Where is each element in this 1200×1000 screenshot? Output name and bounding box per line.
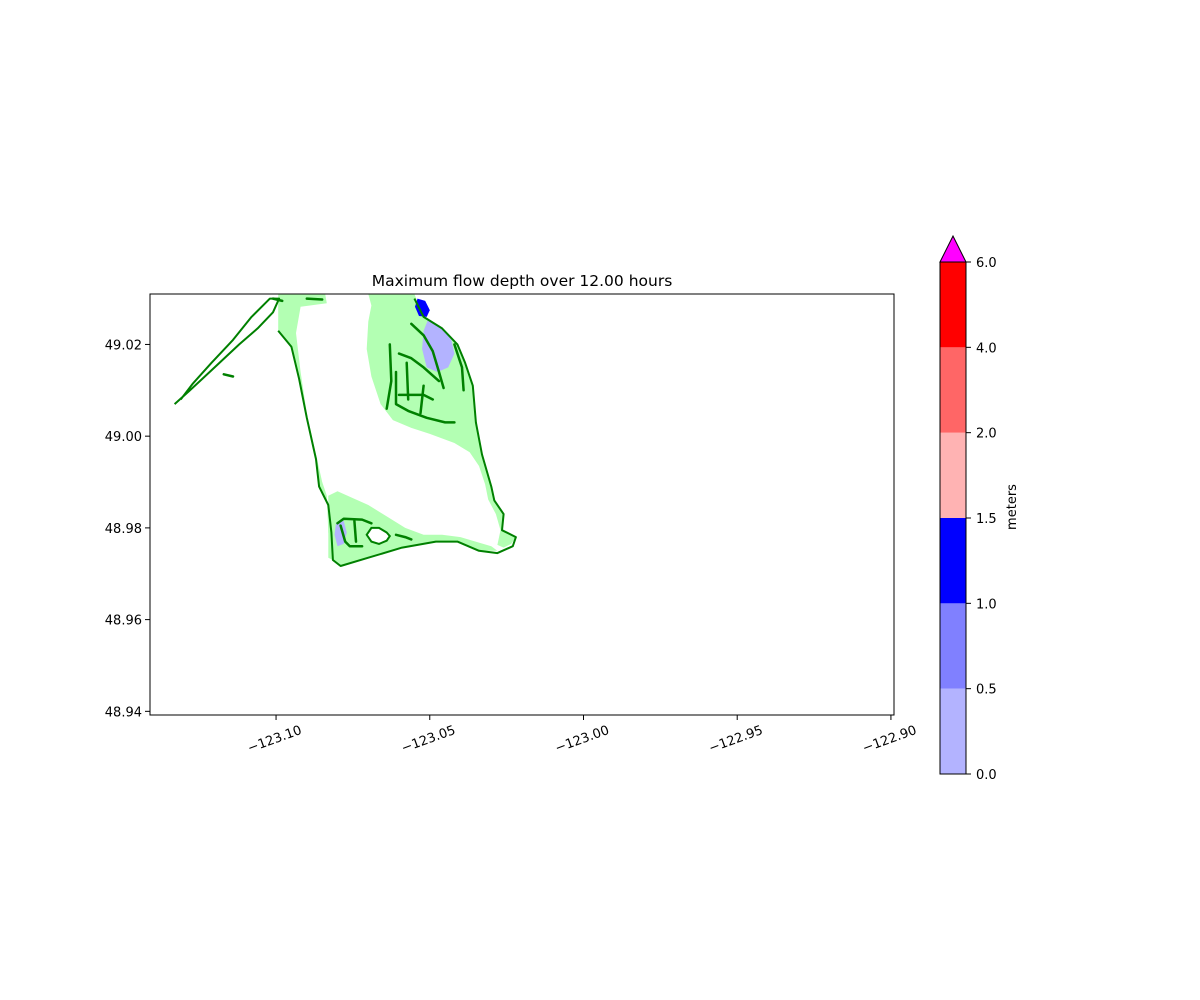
road-contour — [419, 384, 425, 415]
colorbar-segment — [940, 688, 966, 774]
colorbar-segment — [940, 518, 966, 604]
road-contour — [397, 352, 441, 383]
colorbar-tick-label: 6.0 — [976, 256, 997, 271]
shoreline-peninsula — [277, 298, 517, 567]
road-contour — [405, 361, 410, 401]
colorbar-tick-label: 1.0 — [976, 597, 997, 612]
colorbar-tick-label: 2.0 — [976, 427, 997, 442]
colorbar-tick-label: 0.5 — [976, 683, 997, 698]
road-contour — [397, 393, 435, 401]
colorbar-segment — [940, 432, 966, 518]
inundation-west-strip — [278, 294, 333, 560]
shoreline-northwest — [173, 297, 281, 405]
road-contour — [271, 297, 284, 303]
road-contour — [394, 533, 413, 541]
y-tick-label: 48.98 — [105, 522, 142, 537]
chart-title: Maximum flow depth over 12.00 hours — [372, 272, 673, 290]
road-contour — [336, 517, 373, 525]
plot-area — [173, 294, 517, 567]
y-tick-label: 48.96 — [105, 614, 142, 629]
colorbar-segment — [940, 262, 966, 348]
road-contour — [410, 322, 445, 390]
inundation-north-shallow-flooding — [422, 319, 455, 372]
colorbar: 0.0 0.5 1.0 1.5 2.0 4.0 6.0 — [939, 234, 997, 783]
colorbar-tick-label: 1.5 — [976, 512, 997, 527]
inundation-north-deep-flooding — [415, 298, 430, 317]
colorbar-label: meters — [1005, 484, 1020, 530]
colorbar-segment — [940, 347, 966, 433]
road-contour — [353, 519, 358, 543]
road-contour — [385, 343, 393, 410]
axes-frame — [149, 293, 895, 716]
y-tick-label: 48.94 — [105, 705, 142, 720]
shoreline-inlet — [365, 526, 392, 545]
colorbar-tick-label: 4.0 — [976, 341, 997, 356]
y-tick-label: 49.00 — [105, 430, 142, 445]
y-tick-label: 49.02 — [105, 338, 142, 353]
road-contour — [339, 524, 364, 548]
road-contour — [305, 297, 324, 301]
colorbar-segment — [940, 603, 966, 689]
road-contour — [222, 373, 235, 378]
y-axis: 48.94 48.96 48.98 49.00 49.02 — [105, 338, 150, 720]
inundation-south-zone — [328, 491, 498, 566]
road-contour — [453, 343, 465, 392]
colorbar-tick-label: 0.0 — [976, 768, 997, 783]
road-contour — [394, 370, 456, 424]
